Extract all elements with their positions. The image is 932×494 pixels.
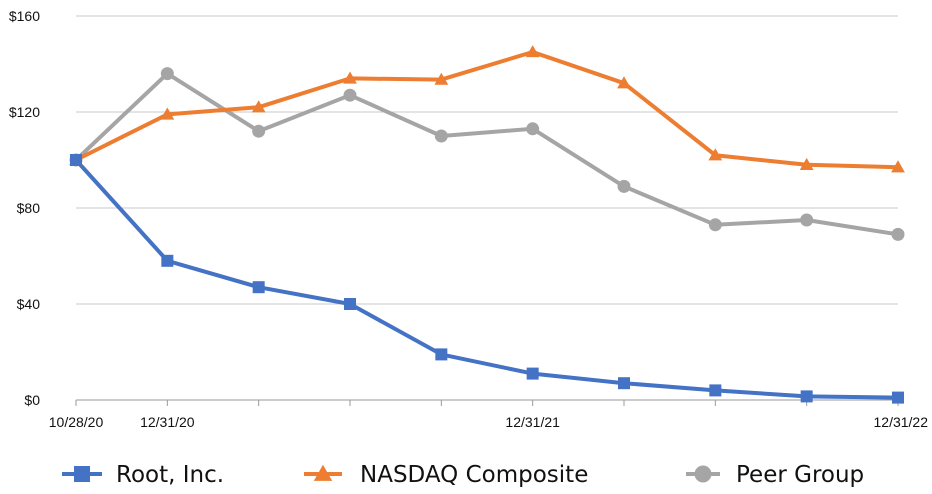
legend-swatch-marker [313, 464, 333, 481]
x-tick-label: 10/28/20 [49, 414, 104, 430]
data-point [434, 72, 449, 85]
data-point [160, 107, 175, 120]
legend-label: Root, Inc. [116, 462, 224, 488]
data-point [618, 377, 630, 390]
x-tick-label: 12/31/22 [874, 414, 929, 430]
series-line-2 [74, 71, 899, 237]
data-point [525, 45, 540, 58]
data-point [617, 76, 631, 89]
x-tick-label: 12/31/20 [140, 414, 195, 430]
data-point [617, 179, 631, 193]
data-point [344, 298, 356, 310]
data-point [343, 88, 357, 102]
series-lines [74, 50, 899, 400]
series-line-1 [75, 50, 899, 170]
data-point [526, 122, 540, 136]
data-point [892, 391, 904, 404]
series-markers [69, 45, 905, 404]
data-point [435, 348, 448, 361]
x-tick-label: 12/31/21 [505, 414, 560, 430]
legend-label: Peer Group [736, 462, 864, 488]
y-tick-label: $120 [9, 104, 40, 120]
data-point [891, 160, 905, 173]
legend-swatch-marker [694, 465, 712, 483]
data-point [161, 254, 174, 267]
data-point [251, 100, 266, 113]
y-tick-label: $80 [17, 200, 41, 216]
data-point [343, 71, 357, 84]
data-point [160, 67, 174, 81]
legend-swatch-marker [74, 466, 90, 482]
data-point [800, 390, 813, 403]
data-point [891, 227, 905, 241]
data-point [434, 129, 448, 143]
data-point [709, 384, 722, 397]
data-point [70, 154, 82, 166]
axes: $0 $40 $80 $120 $160 10/28/20 12/31/20 12/31/21… [9, 8, 928, 430]
data-point [252, 281, 265, 294]
y-tick-label: $40 [17, 296, 41, 312]
gridlines [76, 15, 898, 401]
data-point [708, 218, 722, 232]
data-point [800, 213, 814, 227]
data-point [252, 124, 266, 138]
data-point [799, 157, 814, 170]
data-point [708, 148, 723, 161]
legend: Root, Inc. NASDAQ Composite Peer Group [62, 462, 864, 488]
legend-label: NASDAQ Composite [360, 462, 588, 488]
y-tick-label: $0 [24, 392, 40, 408]
data-point [526, 367, 539, 380]
series-line-0 [74, 158, 899, 400]
y-tick-label: $160 [9, 8, 40, 24]
